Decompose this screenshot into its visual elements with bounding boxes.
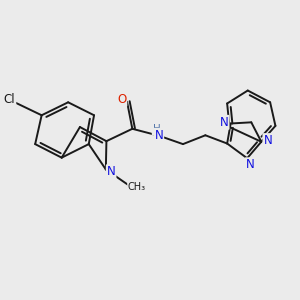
Text: N: N	[107, 165, 116, 178]
Text: N: N	[246, 158, 254, 171]
Text: Cl: Cl	[4, 93, 15, 106]
Text: N: N	[263, 134, 272, 147]
Text: CH₃: CH₃	[128, 182, 146, 192]
Text: N: N	[154, 129, 163, 142]
Text: N: N	[220, 116, 229, 129]
Text: H: H	[153, 124, 160, 134]
Text: O: O	[117, 93, 126, 106]
